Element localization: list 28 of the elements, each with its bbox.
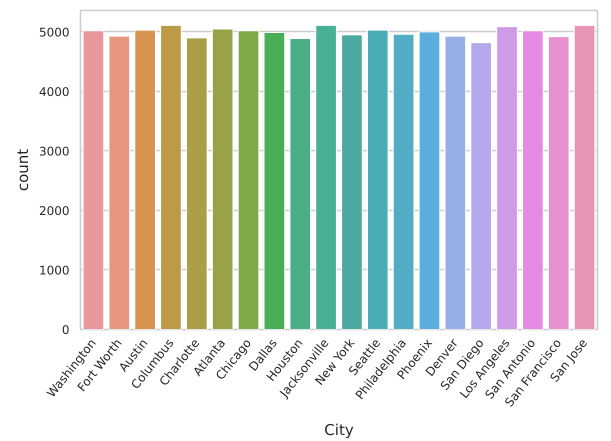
bar <box>574 24 596 330</box>
bar <box>108 36 130 330</box>
bar <box>212 28 234 330</box>
bar <box>341 34 363 330</box>
y-tick-label: 5000 <box>38 25 70 40</box>
bar <box>160 24 182 330</box>
bar <box>470 42 492 330</box>
y-tick-label: 1000 <box>38 263 70 278</box>
bar <box>289 38 312 330</box>
bar <box>238 30 260 330</box>
bar <box>418 31 440 330</box>
bar <box>366 30 389 330</box>
y-tick-label: 0 <box>62 323 70 337</box>
y-tick-label: 4000 <box>38 84 70 99</box>
bar <box>264 32 286 330</box>
bar <box>444 36 466 330</box>
bar <box>186 37 208 330</box>
x-axis-title: City <box>324 420 354 439</box>
bar <box>392 34 414 330</box>
y-axis-title: count <box>14 148 32 192</box>
y-tick-label: 3000 <box>38 144 70 158</box>
bar <box>134 30 156 330</box>
bar <box>82 30 104 330</box>
bar <box>315 24 337 330</box>
bar <box>496 26 518 330</box>
bar <box>522 30 544 330</box>
y-tick-label: 2000 <box>38 204 70 218</box>
bar <box>548 36 570 330</box>
